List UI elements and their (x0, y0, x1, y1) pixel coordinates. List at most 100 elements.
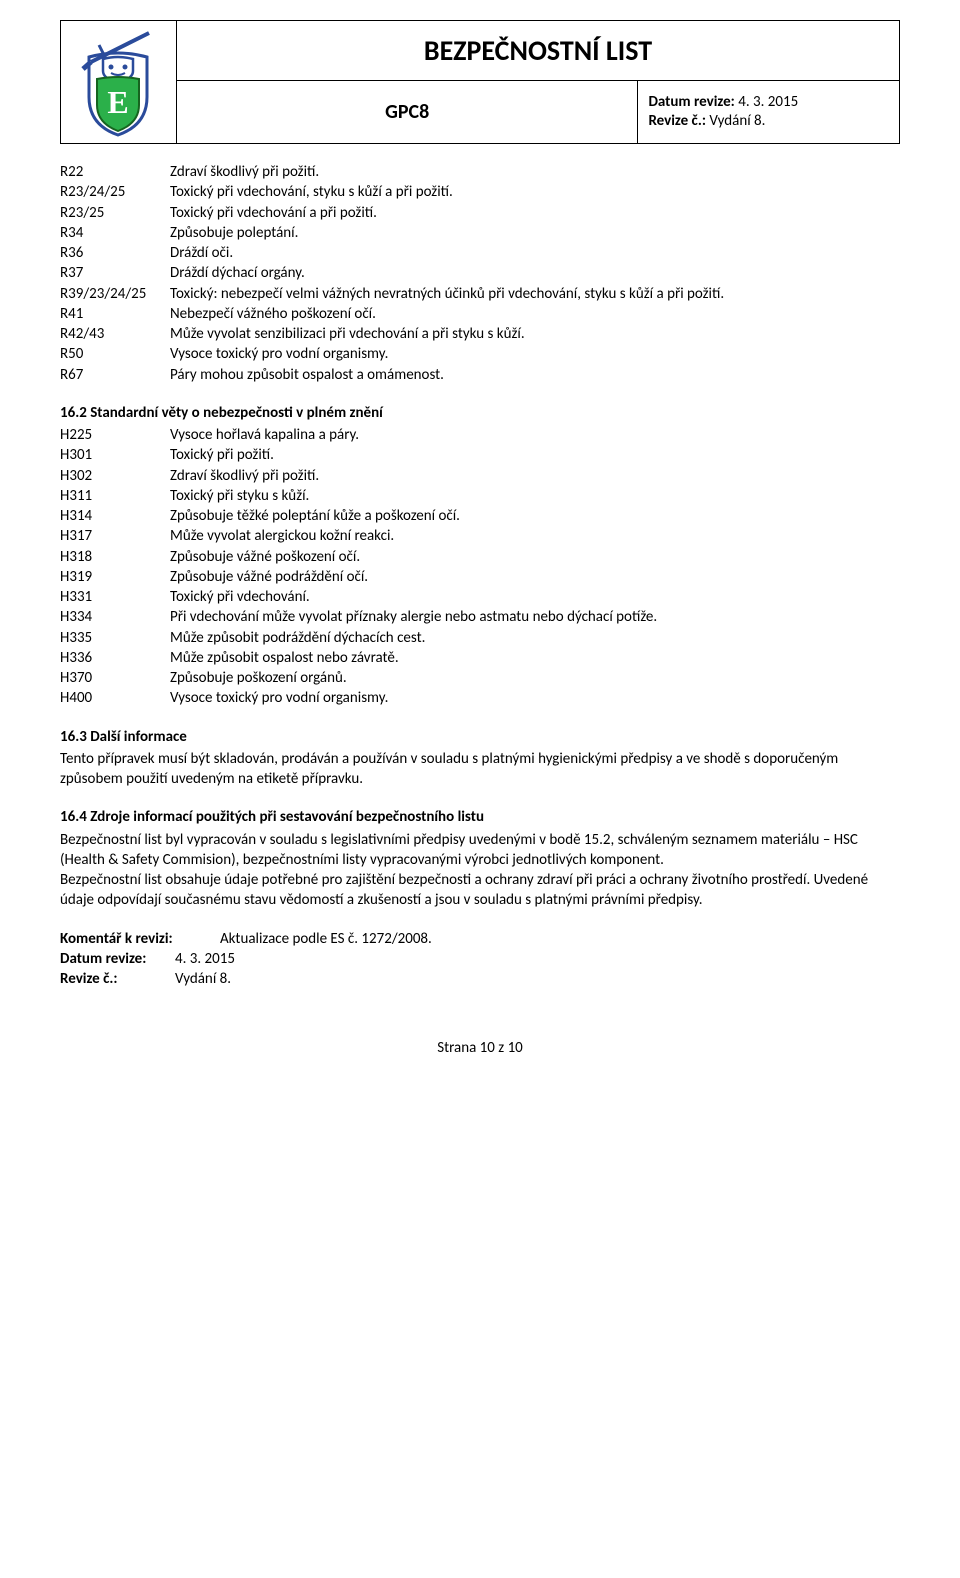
section-16-3-text: Tento přípravek musí být skladován, prod… (60, 749, 900, 790)
h-phrase-text: Může vyvolat alergickou kožní reakci. (170, 526, 900, 546)
h-phrase-row: H335Může způsobit podráždění dýchacích c… (60, 628, 900, 648)
h-phrase-code: H311 (60, 486, 170, 506)
section-16-4-heading: 16.4 Zdroje informací použitých při sest… (60, 807, 900, 827)
h-phrase-code: H314 (60, 506, 170, 526)
h-phrase-code: H301 (60, 445, 170, 465)
h-phrase-row: H370Způsobuje poškození orgánů. (60, 668, 900, 688)
footer-date-row: Datum revize: 4. 3. 2015 (60, 949, 900, 969)
r-phrase-text: Může vyvolat senzibilizaci při vdechován… (170, 324, 900, 344)
r-phrase-code: R36 (60, 243, 170, 263)
h-phrase-code: H334 (60, 607, 170, 627)
r-phrase-row: R67Páry mohou způsobit ospalost a omámen… (60, 365, 900, 385)
h-phrase-code: H335 (60, 628, 170, 648)
r-phrase-code: R23/25 (60, 203, 170, 223)
r-phrase-text: Nebezpečí vážného poškození očí. (170, 304, 900, 324)
r-phrase-text: Zdraví škodlivý při požití. (170, 162, 900, 182)
product-code: GPC8 (177, 81, 638, 144)
r-phrase-row: R23/25Toxický při vdechování a při požit… (60, 203, 900, 223)
document-header: E BEZPEČNOSTNÍ LIST GPC8 Datum revize: 4… (60, 20, 900, 144)
h-phrase-row: H314Způsobuje těžké poleptání kůže a poš… (60, 506, 900, 526)
r-phrase-row: R36Dráždí oči. (60, 243, 900, 263)
h-phrase-row: H319Způsobuje vážné podráždění očí. (60, 567, 900, 587)
footer-rev-row: Revize č.: Vydání 8. (60, 969, 900, 989)
h-phrase-code: H370 (60, 668, 170, 688)
r-phrase-code: R39/23/24/25 (60, 284, 170, 304)
svg-text:E: E (107, 84, 128, 120)
r-phrase-row: R50Vysoce toxický pro vodní organismy. (60, 344, 900, 364)
page-number: Strana 10 z 10 (60, 1039, 900, 1057)
r-phrase-text: Toxický při vdechování, styku s kůží a p… (170, 182, 900, 202)
h-phrase-row: H318Způsobuje vážné poškození očí. (60, 547, 900, 567)
h-phrase-text: Zdraví škodlivý při požití. (170, 466, 900, 486)
revision-date: 4. 3. 2015 (738, 93, 798, 111)
r-phrase-text: Způsobuje poleptání. (170, 223, 900, 243)
r-phrase-code: R23/24/25 (60, 182, 170, 202)
section-16-2-heading: 16.2 Standardní věty o nebezpečnosti v p… (60, 403, 900, 423)
r-phrase-code: R41 (60, 304, 170, 324)
r-phrase-row: R34Způsobuje poleptání. (60, 223, 900, 243)
r-phrase-text: Vysoce toxický pro vodní organismy. (170, 344, 900, 364)
footer-rev-label: Revize č.: (60, 969, 175, 989)
r-phrase-code: R50 (60, 344, 170, 364)
h-phrase-row: H334Při vdechování může vyvolat příznaky… (60, 607, 900, 627)
h-phrase-text: Způsobuje vážné podráždění očí. (170, 567, 900, 587)
h-phrase-code: H400 (60, 688, 170, 708)
r-phrase-text: Toxický: nebezpečí velmi vážných nevratn… (170, 284, 900, 304)
footer-date-label: Datum revize: (60, 949, 175, 969)
h-phrases-list: H225Vysoce hořlavá kapalina a páry.H301T… (60, 425, 900, 709)
footer-date: 4. 3. 2015 (175, 949, 900, 969)
r-phrase-code: R67 (60, 365, 170, 385)
h-phrase-code: H331 (60, 587, 170, 607)
h-phrase-row: H225Vysoce hořlavá kapalina a páry. (60, 425, 900, 445)
r-phrases-list: R22Zdraví škodlivý při požití.R23/24/25T… (60, 162, 900, 385)
h-phrase-code: H302 (60, 466, 170, 486)
footer-comment: Aktualizace podle ES č. 1272/2008. (220, 929, 900, 949)
revision-no-label: Revize č.: (648, 112, 706, 130)
h-phrase-row: H301Toxický při požití. (60, 445, 900, 465)
h-phrase-text: Může způsobit podráždění dýchacích cest. (170, 628, 900, 648)
company-logo-icon: E (71, 27, 166, 137)
h-phrase-text: Způsobuje vážné poškození očí. (170, 547, 900, 567)
r-phrase-row: R22Zdraví škodlivý při požití. (60, 162, 900, 182)
revision-meta: Datum revize: 4. 3. 2015 Revize č.: Vydá… (638, 81, 900, 144)
h-phrase-row: H302Zdraví škodlivý při požití. (60, 466, 900, 486)
r-phrase-text: Toxický při vdechování a při požití. (170, 203, 900, 223)
r-phrase-row: R39/23/24/25Toxický: nebezpečí velmi váž… (60, 284, 900, 304)
r-phrase-text: Páry mohou způsobit ospalost a omámenost… (170, 365, 900, 385)
h-phrase-text: Vysoce toxický pro vodní organismy. (170, 688, 900, 708)
h-phrase-code: H319 (60, 567, 170, 587)
revision-date-label: Datum revize: (648, 93, 734, 111)
r-phrase-code: R37 (60, 263, 170, 283)
h-phrase-text: Způsobuje poškození orgánů. (170, 668, 900, 688)
r-phrase-row: R42/43Může vyvolat senzibilizaci při vde… (60, 324, 900, 344)
h-phrase-text: Při vdechování může vyvolat příznaky ale… (170, 607, 900, 627)
h-phrase-row: H311Toxický při styku s kůží. (60, 486, 900, 506)
h-phrase-text: Vysoce hořlavá kapalina a páry. (170, 425, 900, 445)
document-title: BEZPEČNOSTNÍ LIST (177, 21, 900, 81)
h-phrase-row: H336Může způsobit ospalost nebo závratě. (60, 648, 900, 668)
footer-comment-label: Komentář k revizi: (60, 929, 220, 949)
h-phrase-text: Toxický při požití. (170, 445, 900, 465)
h-phrase-code: H336 (60, 648, 170, 668)
h-phrase-text: Toxický při vdechování. (170, 587, 900, 607)
logo-cell: E (61, 21, 177, 144)
r-phrase-code: R34 (60, 223, 170, 243)
footer-rev: Vydání 8. (175, 969, 900, 989)
h-phrase-text: Způsobuje těžké poleptání kůže a poškoze… (170, 506, 900, 526)
h-phrase-text: Toxický při styku s kůží. (170, 486, 900, 506)
r-phrase-text: Dráždí oči. (170, 243, 900, 263)
r-phrase-code: R42/43 (60, 324, 170, 344)
r-phrase-row: R41Nebezpečí vážného poškození očí. (60, 304, 900, 324)
section-16-3-heading: 16.3 Další informace (60, 727, 900, 747)
revision-no: Vydání 8. (709, 112, 765, 130)
section-16-4-para2: Bezpečnostní list obsahuje údaje potřebn… (60, 870, 900, 911)
h-phrase-code: H318 (60, 547, 170, 567)
r-phrase-row: R23/24/25Toxický při vdechování, styku s… (60, 182, 900, 202)
h-phrase-row: H317Může vyvolat alergickou kožní reakci… (60, 526, 900, 546)
h-phrase-code: H317 (60, 526, 170, 546)
h-phrase-row: H400Vysoce toxický pro vodní organismy. (60, 688, 900, 708)
h-phrase-code: H225 (60, 425, 170, 445)
section-16-4-para1: Bezpečnostní list byl vypracován v soula… (60, 830, 900, 871)
r-phrase-row: R37Dráždí dýchací orgány. (60, 263, 900, 283)
h-phrase-row: H331Toxický při vdechování. (60, 587, 900, 607)
